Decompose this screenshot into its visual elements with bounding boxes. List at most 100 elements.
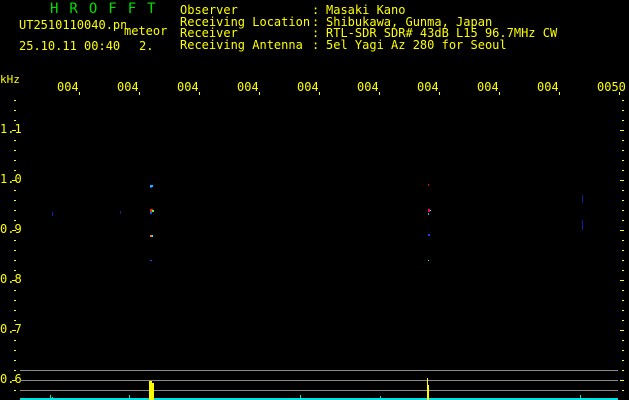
freq-tick [14, 160, 16, 161]
info-label: Observer [180, 3, 238, 17]
mode-label: meteor [124, 24, 168, 38]
time-label: 0044 [237, 80, 258, 94]
meteor-spike [152, 383, 154, 400]
freq-tick [12, 180, 16, 181]
time-tick [79, 92, 80, 95]
time-label: 0042 [117, 80, 138, 94]
time-label: 0041 [57, 80, 78, 94]
freq-tick [622, 200, 624, 201]
time-tick [319, 92, 320, 95]
echo-pixel [150, 187, 152, 188]
echo-pixel [150, 212, 152, 214]
grid-line [20, 370, 618, 371]
grid-line [20, 390, 618, 391]
mode-value: 2. [139, 39, 154, 53]
echo-pixel [428, 260, 429, 261]
time-label: 0050 [597, 80, 626, 94]
meteor-spike [427, 378, 428, 400]
freq-tick [622, 300, 624, 301]
freq-tick [14, 300, 16, 301]
echo-pixel [582, 220, 583, 230]
freq-tick [622, 360, 624, 361]
echo-pixel [52, 212, 53, 216]
freq-tick [620, 280, 624, 281]
freq-tick [622, 370, 624, 371]
info-colon: : [312, 26, 320, 40]
info-colon: : [312, 37, 320, 52]
time-label: 0045 [297, 80, 318, 94]
freq-tick [620, 180, 624, 181]
echo-pixel [120, 211, 121, 214]
freq-tick [12, 380, 16, 381]
freq-label: 0.9 [0, 222, 22, 236]
file-datetime: 25.10.11 00:40 [19, 39, 121, 53]
freq-tick [14, 310, 16, 311]
freq-tick [14, 350, 16, 351]
echo-pixel [430, 210, 431, 211]
time-tick [259, 92, 260, 95]
freq-tick [622, 390, 624, 391]
freq-tick [12, 330, 16, 331]
freq-tick [14, 390, 16, 391]
freq-tick [14, 370, 16, 371]
freq-tick [622, 260, 624, 261]
echo-pixel [428, 209, 430, 212]
freq-tick [622, 150, 624, 151]
freq-tick [622, 350, 624, 351]
freq-tick [14, 200, 16, 201]
echo-pixel [150, 209, 153, 212]
time-label: 0043 [177, 80, 198, 94]
echo-pixel [582, 195, 583, 203]
time-tick [199, 92, 200, 95]
info-colon: : [312, 3, 320, 17]
time-tick [139, 92, 140, 95]
freq-tick [620, 380, 624, 381]
freq-tick [622, 340, 624, 341]
freq-tick [620, 230, 624, 231]
freq-tick [14, 170, 16, 171]
freq-tick [622, 120, 624, 121]
freq-tick [14, 340, 16, 341]
freq-tick [14, 260, 16, 261]
freq-tick [14, 150, 16, 151]
echo-pixel [150, 260, 152, 261]
echo-pixel [150, 185, 153, 187]
time-tick [499, 92, 500, 95]
time-label: 0048 [477, 80, 498, 94]
freq-label: 0.8 [0, 272, 22, 286]
freq-tick [622, 190, 624, 191]
freq-tick [622, 160, 624, 161]
freq-tick [14, 220, 16, 221]
freq-tick [622, 290, 624, 291]
freq-tick [622, 250, 624, 251]
file-name: UT2510110040.png [19, 19, 126, 31]
echo-pixel [428, 213, 429, 215]
freq-tick [14, 190, 16, 191]
freq-tick [14, 210, 16, 211]
info-value: Shibukawa, Gunma, Japan [326, 14, 493, 29]
echo-pixel [428, 184, 429, 186]
freq-tick [620, 130, 624, 131]
echo-pixel [152, 235, 153, 237]
baseline-spike [129, 395, 130, 400]
echo-pixel [428, 234, 430, 236]
freq-tick [14, 270, 16, 271]
info-value: 5el Yagi Az 280 for Seoul [326, 37, 507, 52]
freq-tick [622, 210, 624, 211]
meteor-spike [428, 385, 429, 400]
baseline-spike [580, 395, 581, 400]
info-value: Masaki Kano [326, 3, 406, 17]
freq-tick [14, 250, 16, 251]
baseline-spike [52, 397, 53, 400]
info-label: Receiving Antenna [180, 37, 303, 52]
info-value: RTL-SDR SDR# 43dB L15 96.7MHz CW [326, 26, 558, 40]
freq-tick [14, 360, 16, 361]
freq-tick [622, 140, 624, 141]
freq-unit: kHz [0, 73, 20, 86]
freq-tick [622, 320, 624, 321]
freq-tick [622, 270, 624, 271]
freq-label: 1.1 [0, 122, 22, 136]
app-title: HROFFT [50, 1, 167, 17]
meteor-spike [149, 381, 152, 400]
